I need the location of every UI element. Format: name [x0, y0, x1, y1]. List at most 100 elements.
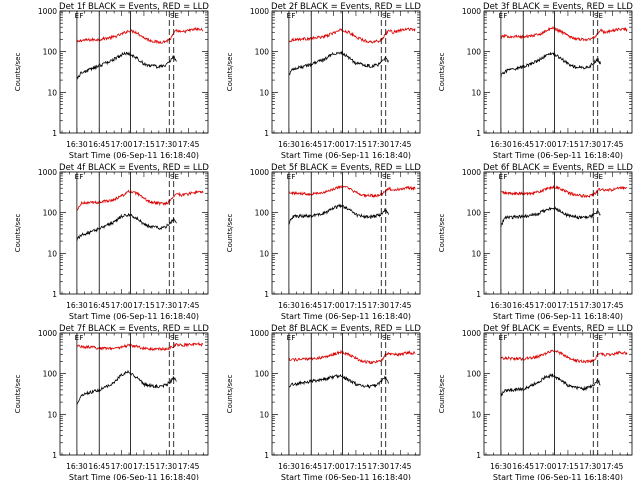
x-tick-label: 16:45: [88, 140, 110, 149]
x-tick-label: 17:15: [557, 462, 579, 471]
x-axis-label: Start Time (06-Sep-11 16:18:40): [69, 151, 199, 160]
lld-series-line: [76, 189, 204, 211]
x-tick-label: 17:00: [323, 140, 345, 149]
x-axis-label: Start Time (06-Sep-11 16:18:40): [493, 473, 623, 480]
marker-label: F: [79, 334, 83, 342]
panel-title: Det 7f BLACK = Events, RED = LLD: [59, 324, 209, 334]
panel-det-3: Det 3f BLACK = Events, RED = LLD Counts/s…: [438, 2, 633, 160]
marker-label: F: [503, 334, 507, 342]
panel-det-7: Det 7f BLACK = Events, RED = LLD Counts/s…: [14, 324, 209, 480]
events-series-line: [288, 203, 389, 225]
x-tick-label: 17:30: [155, 301, 177, 310]
x-tick-label: 17:45: [178, 462, 200, 471]
marker-label: E: [287, 173, 291, 181]
x-axis-label: Start Time (06-Sep-11 16:18:40): [493, 312, 623, 321]
x-tick-label: 17:00: [535, 301, 557, 310]
x-tick-label: 16:45: [300, 301, 322, 310]
marker-label: S: [594, 12, 599, 20]
y-tick-label: 100: [467, 209, 482, 218]
marker-label: S: [170, 12, 175, 20]
lld-series-line: [500, 349, 628, 364]
y-axis-label: Counts/sec: [14, 214, 22, 253]
x-tick-label: 17:00: [323, 462, 345, 471]
y-axis-label: Counts/sec: [438, 375, 446, 414]
x-tick-label: 17:30: [367, 301, 389, 310]
x-tick-label: 16:45: [512, 301, 534, 310]
events-series-line: [500, 51, 601, 78]
panel-title: Det 6f BLACK = Events, RED = LLD: [483, 163, 633, 173]
x-tick-label: 17:15: [557, 140, 579, 149]
panel-title: Det 8f BLACK = Events, RED = LLD: [271, 324, 421, 334]
marker-label: E: [287, 12, 291, 20]
y-axis-label: Counts/sec: [14, 53, 22, 92]
y-tick-label: 100: [467, 48, 482, 57]
lld-series-line: [500, 185, 628, 199]
y-tick-label: 10: [471, 410, 481, 419]
x-tick-label: 17:15: [133, 140, 155, 149]
y-tick-label: 100: [255, 48, 270, 57]
marker-label: E: [75, 334, 79, 342]
panel-title: Det 2f BLACK = Events, RED = LLD: [271, 2, 421, 12]
x-tick-label: 17:15: [133, 301, 155, 310]
marker-label: E: [75, 12, 79, 20]
x-axis-label: Start Time (06-Sep-11 16:18:40): [493, 151, 623, 160]
x-tick-label: 16:30: [278, 140, 300, 149]
x-tick-label: 17:15: [133, 462, 155, 471]
x-tick-label: 17:45: [390, 462, 412, 471]
x-tick-label: 16:45: [88, 301, 110, 310]
marker-label: E: [598, 12, 602, 20]
x-tick-label: 17:30: [367, 140, 389, 149]
x-tick-label: 16:30: [66, 140, 88, 149]
lld-series-line: [288, 27, 416, 44]
y-tick-label: 1: [52, 129, 57, 138]
marker-label: F: [291, 12, 295, 20]
x-tick-label: 17:45: [178, 140, 200, 149]
x-tick-label: 16:30: [490, 301, 512, 310]
x-tick-label: 16:45: [300, 462, 322, 471]
marker-label: E: [386, 173, 390, 181]
y-axis-label: Counts/sec: [226, 375, 234, 414]
x-tick-label: 17:45: [178, 301, 200, 310]
marker-label: F: [503, 173, 507, 181]
x-tick-label: 17:00: [111, 140, 133, 149]
panel-det-2: Det 2f BLACK = Events, RED = LLD Counts/s…: [226, 2, 421, 160]
marker-label: E: [75, 173, 79, 181]
panel-title: Det 3f BLACK = Events, RED = LLD: [483, 2, 633, 12]
y-tick-label: 1000: [250, 7, 269, 16]
x-axis-label: Start Time (06-Sep-11 16:18:40): [281, 473, 411, 480]
y-tick-label: 10: [471, 249, 481, 258]
y-axis-label: Counts/sec: [14, 375, 22, 414]
plot-frame: [271, 332, 421, 456]
plot-frame: [271, 10, 421, 134]
y-tick-label: 1: [476, 451, 481, 460]
events-series-line: [500, 206, 601, 228]
marker-label: S: [594, 334, 599, 342]
x-tick-label: 17:30: [155, 462, 177, 471]
y-tick-label: 1: [476, 290, 481, 299]
panel-det-5: Det 5f BLACK = Events, RED = LLD Counts/s…: [226, 163, 421, 321]
panel-det-6: Det 6f BLACK = Events, RED = LLD Counts/s…: [438, 163, 633, 321]
y-tick-label: 1000: [462, 329, 481, 338]
y-tick-label: 10: [259, 410, 269, 419]
plot-frame: [59, 10, 209, 134]
x-tick-label: 17:00: [111, 462, 133, 471]
plot-frame: [483, 10, 633, 134]
x-tick-label: 16:30: [66, 301, 88, 310]
y-tick-label: 10: [259, 249, 269, 258]
x-tick-label: 16:45: [88, 462, 110, 471]
marker-label: E: [598, 334, 602, 342]
panel-title: Det 4f BLACK = Events, RED = LLD: [59, 163, 209, 173]
x-tick-label: 17:00: [111, 301, 133, 310]
marker-label: S: [382, 173, 387, 181]
y-tick-label: 10: [471, 88, 481, 97]
marker-label: F: [291, 173, 295, 181]
x-tick-label: 17:00: [323, 301, 345, 310]
marker-label: E: [174, 173, 178, 181]
plot-frame: [59, 171, 209, 295]
panel-title: Det 1f BLACK = Events, RED = LLD: [59, 2, 209, 12]
marker-label: S: [382, 12, 387, 20]
x-tick-label: 17:30: [367, 462, 389, 471]
events-series-line: [76, 212, 177, 241]
y-tick-label: 100: [255, 209, 270, 218]
